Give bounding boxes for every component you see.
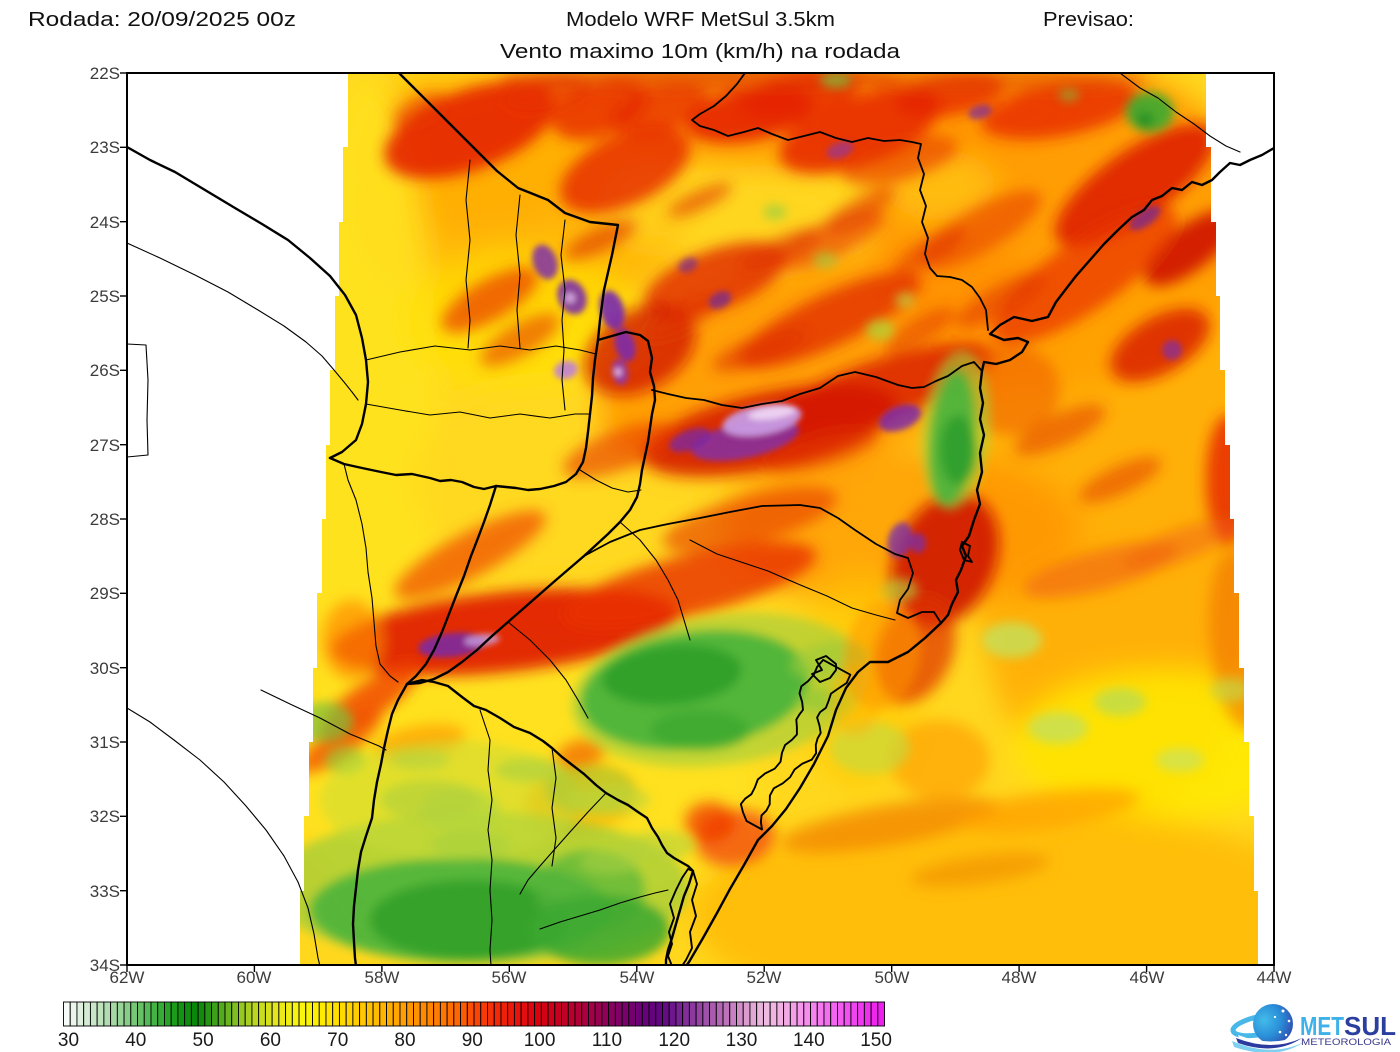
svg-text:Vento maximo 10m (km/h) na rod: Vento maximo 10m (km/h) na rodada — [500, 41, 901, 63]
svg-text:23S: 23S — [90, 138, 120, 157]
svg-text:120: 120 — [658, 1030, 690, 1051]
svg-text:33S: 33S — [90, 882, 120, 901]
svg-text:50: 50 — [193, 1030, 214, 1051]
svg-text:26S: 26S — [90, 361, 120, 380]
svg-text:25S: 25S — [90, 287, 120, 306]
svg-text:34S: 34S — [90, 956, 120, 975]
svg-text:46W: 46W — [1130, 968, 1165, 987]
svg-text:140: 140 — [793, 1030, 825, 1051]
svg-text:90: 90 — [462, 1030, 483, 1051]
svg-text:48W: 48W — [1002, 968, 1037, 987]
svg-text:44W: 44W — [1257, 968, 1292, 987]
svg-text:60W: 60W — [237, 968, 272, 987]
svg-text:40: 40 — [125, 1030, 146, 1051]
svg-text:70: 70 — [327, 1030, 348, 1051]
svg-text:31S: 31S — [90, 733, 120, 752]
svg-text:56W: 56W — [492, 968, 527, 987]
svg-text:50W: 50W — [875, 968, 910, 987]
svg-text:SUL: SUL — [1344, 1011, 1396, 1041]
svg-text:Previsao:: Previsao: — [1043, 9, 1134, 31]
svg-text:80: 80 — [394, 1030, 415, 1051]
svg-text:150: 150 — [860, 1030, 892, 1051]
svg-text:100: 100 — [524, 1030, 556, 1051]
svg-text:110: 110 — [592, 1030, 622, 1051]
svg-text:30S: 30S — [90, 659, 120, 678]
svg-text:62W: 62W — [110, 968, 145, 987]
svg-text:22S: 22S — [90, 64, 120, 83]
svg-text:30: 30 — [58, 1030, 79, 1051]
svg-text:52W: 52W — [747, 968, 782, 987]
svg-text:27S: 27S — [90, 436, 120, 455]
svg-text:29S: 29S — [90, 584, 120, 603]
svg-text:28S: 28S — [90, 510, 120, 529]
svg-text:130: 130 — [726, 1030, 758, 1051]
svg-text:MET: MET — [1300, 1011, 1344, 1041]
svg-text:METEOROLOGIA: METEOROLOGIA — [1301, 1037, 1391, 1047]
svg-text:Modelo WRF MetSul 3.5km: Modelo WRF MetSul 3.5km — [566, 9, 835, 31]
svg-text:60: 60 — [260, 1030, 281, 1051]
svg-text:32S: 32S — [90, 807, 120, 826]
svg-text:Rodada: 20/09/2025 00z: Rodada: 20/09/2025 00z — [28, 9, 296, 31]
svg-text:24S: 24S — [90, 213, 120, 232]
svg-text:58W: 58W — [365, 968, 400, 987]
svg-text:54W: 54W — [620, 968, 655, 987]
